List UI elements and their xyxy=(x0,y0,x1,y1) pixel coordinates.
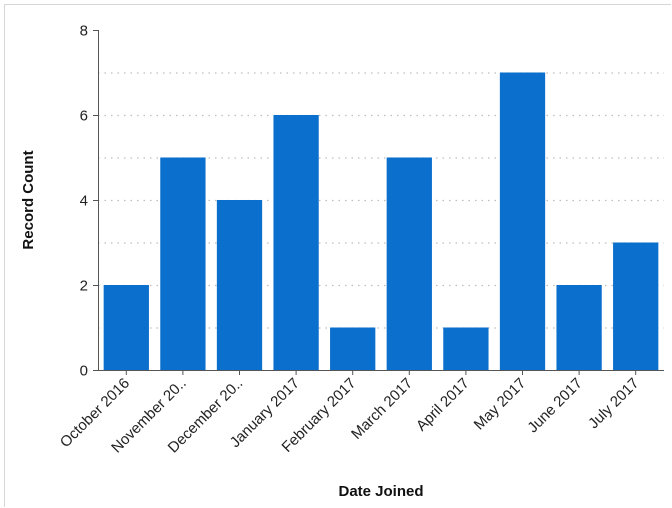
bar[interactable] xyxy=(216,200,263,370)
y-tick-label: 0 xyxy=(80,363,88,380)
bars xyxy=(103,72,659,371)
x-axis-title: Date Joined xyxy=(338,483,423,500)
bar[interactable] xyxy=(330,327,376,371)
x-tick-label: March 2017 xyxy=(348,375,416,443)
y-tick-label: 6 xyxy=(80,108,88,125)
bar[interactable] xyxy=(273,115,319,370)
bar[interactable] xyxy=(160,157,206,371)
bar[interactable] xyxy=(443,327,489,371)
chart-frame xyxy=(4,4,671,507)
x-tick-label: May 2017 xyxy=(471,375,530,434)
bar[interactable] xyxy=(556,285,602,370)
y-axis-title: Record Count xyxy=(20,150,37,249)
y-tick-label: 8 xyxy=(80,23,88,40)
y-tick-label: 2 xyxy=(80,278,88,295)
axes xyxy=(98,30,664,371)
bar[interactable] xyxy=(386,157,432,371)
x-tick-label: June 2017 xyxy=(524,375,586,437)
bar[interactable] xyxy=(499,72,546,371)
x-tick-label: July 2017 xyxy=(585,375,642,432)
bar[interactable] xyxy=(613,242,659,371)
x-tick-label: April 2017 xyxy=(413,375,473,435)
bar[interactable] xyxy=(103,285,149,370)
y-tick-label: 4 xyxy=(80,193,88,210)
y-axis-ticks: 0 2 4 6 8 xyxy=(80,23,98,380)
